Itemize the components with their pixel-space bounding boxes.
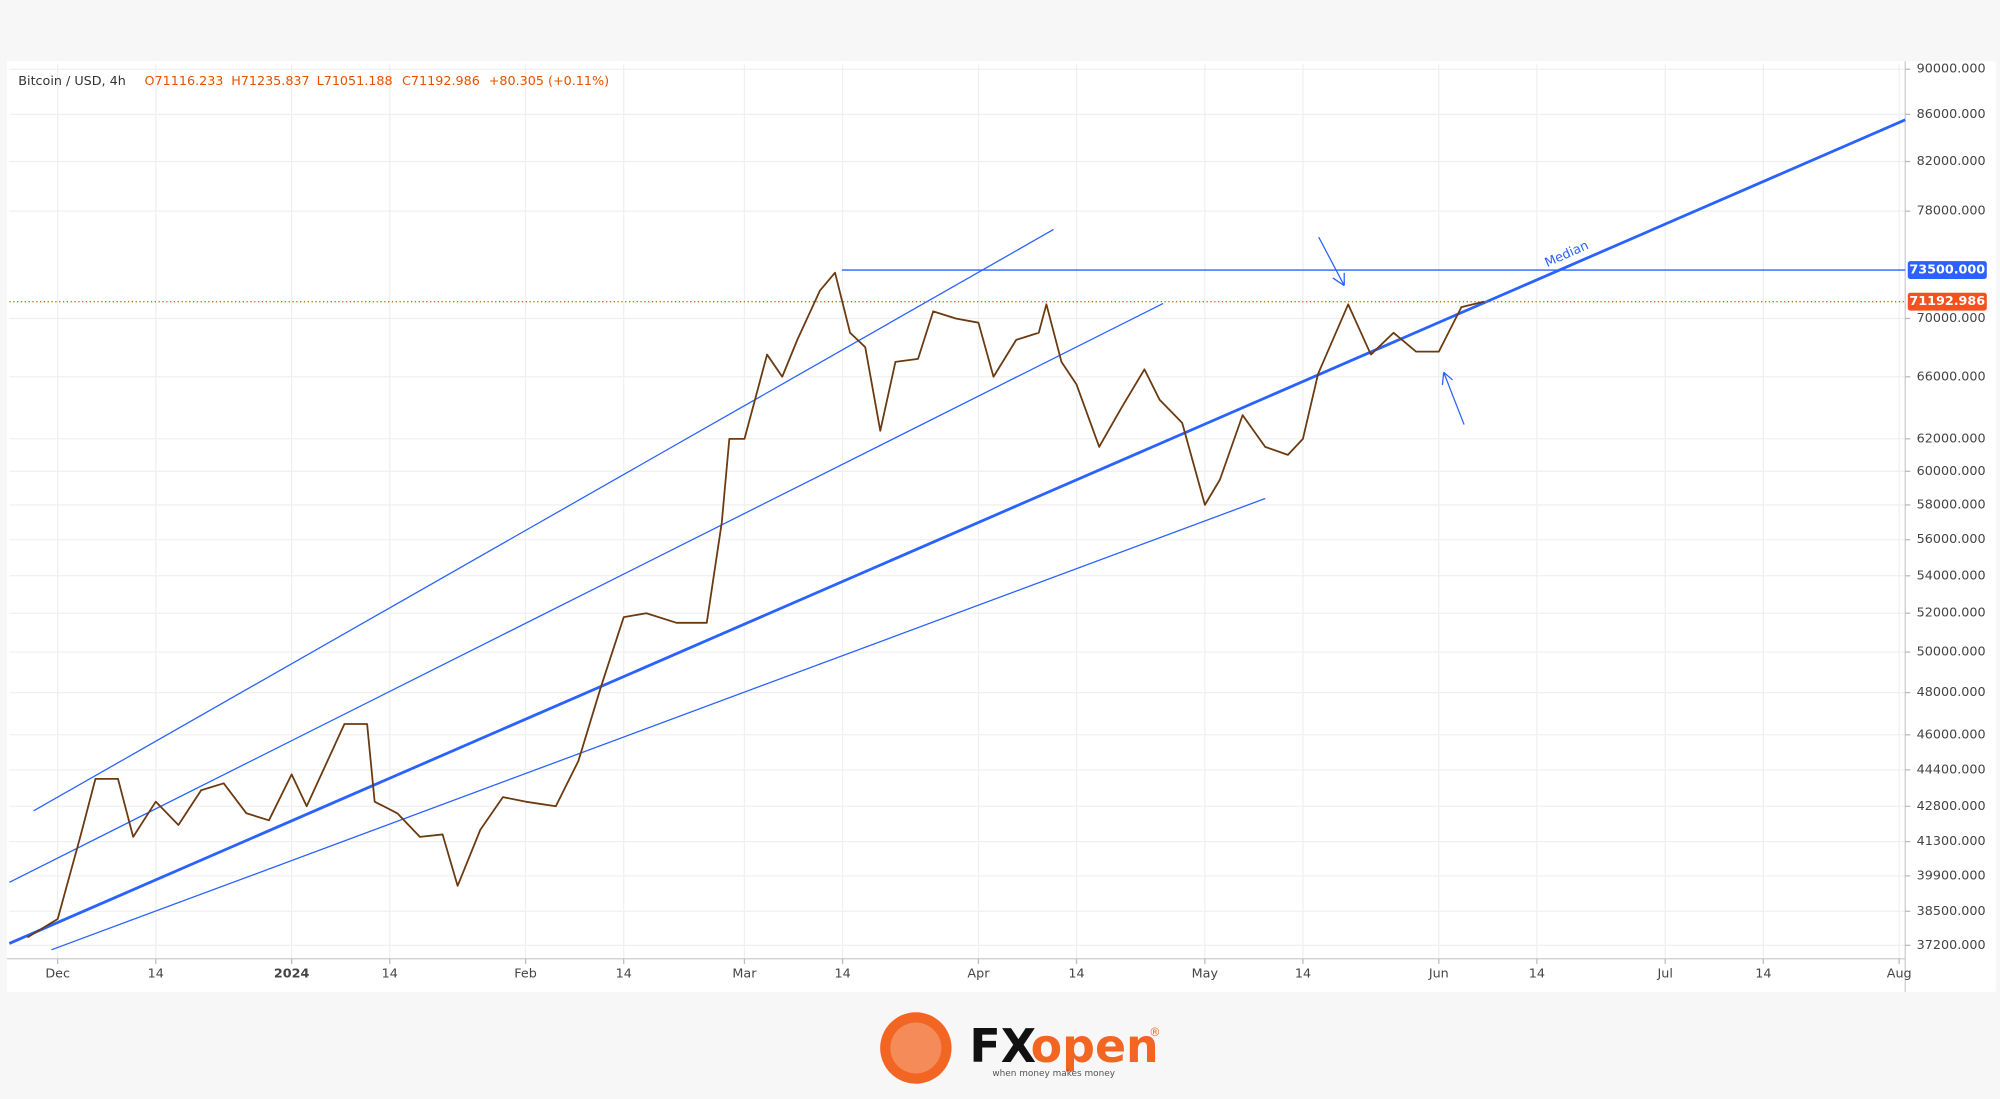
y-tick-label: 48000.000 [1917,685,1986,700]
y-tick-label: 46000.000 [1917,727,1986,742]
logo-registered: ® [1149,1025,1160,1039]
x-tick-label: May [1192,967,1219,982]
x-tick-label: 14 [834,967,850,982]
chart-panel [6,61,1996,992]
channel-line [9,302,1164,883]
arrow [1318,236,1345,287]
y-tick-label: 39900.000 [1917,868,1986,883]
y-tick-label: 38500.000 [1917,904,1986,919]
x-tick-label: Feb [514,967,537,982]
x-tick-label: 14 [1755,967,1771,982]
y-tick-label: 50000.000 [1917,645,1986,660]
logo-fx: FX [969,1019,1036,1073]
ohlc-low: L71051.188 [317,74,393,89]
x-tick-label: Jun [1428,967,1449,982]
y-tick-label: 56000.000 [1917,532,1986,547]
y-tick-label: 70000.000 [1917,311,1986,326]
last-price-label: 71192.986 [1909,294,1985,309]
y-tick-label: 58000.000 [1917,497,1986,512]
level-label: 73500.000 [1909,263,1985,278]
x-tick-label: Aug [1887,967,1912,982]
y-tick-label: 66000.000 [1917,369,1986,384]
x-tick-label: Apr [967,967,990,982]
y-tick-label: 41300.000 [1917,834,1986,849]
y-tick-label: 82000.000 [1917,154,1986,169]
y-tick-label: 78000.000 [1917,204,1986,219]
y-tick-label: 54000.000 [1917,568,1986,583]
x-tick-label: 14 [616,967,632,982]
y-tick-label: 90000.000 [1917,62,1986,77]
median-line [8,118,1906,945]
last-price-tag [1907,292,1987,311]
ohlc-close: C71192.986 [402,74,480,89]
logo-emblem [880,1012,952,1084]
x-tick-label: Jul [1657,967,1673,982]
logo-open: open [1031,1019,1159,1073]
x-tick-label: 14 [1529,967,1545,982]
y-tick-label: 60000.000 [1917,464,1986,479]
legend-header: Bitcoin / USD, 4h O71116.233 H71235.837 … [18,74,609,89]
channel-line [33,228,1054,812]
x-tick-label: 14 [148,967,164,982]
y-tick-label: 37200.000 [1917,938,1986,953]
price-line [27,271,1485,939]
channel-line [51,497,1266,951]
ohlc-high: H71235.837 [231,74,309,89]
change: +80.305 (+0.11%) [489,74,609,89]
y-tick-label: 86000.000 [1917,107,1986,122]
x-tick-label: 2024 [274,967,310,982]
logo-emblem-inner [890,1022,942,1074]
x-tick-label: 14 [382,967,398,982]
y-tick-label: 52000.000 [1917,606,1986,621]
logo: FX open ® when money makes money [880,1012,1161,1084]
y-tick-label: 44400.000 [1917,762,1986,777]
x-tick-label: Mar [732,967,757,982]
x-tick-label: 14 [1295,967,1311,982]
trend-lines [8,118,1906,951]
y-tick-label: 42800.000 [1917,799,1986,814]
x-tick-label: Dec [45,967,70,982]
y-tick-label: 62000.000 [1917,431,1986,446]
level-tag [1907,261,1987,279]
x-tick-label: 14 [1068,967,1084,982]
symbol: Bitcoin / USD, 4h [18,74,126,89]
ohlc-open: O71116.233 [145,74,224,89]
arrow [1441,371,1465,425]
logo-tagline: when money makes money [992,1069,1115,1079]
